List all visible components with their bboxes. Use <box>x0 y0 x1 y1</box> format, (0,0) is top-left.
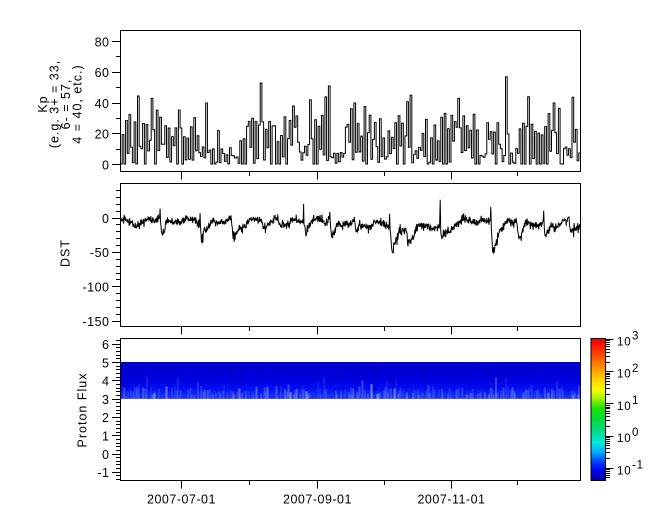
svg-text:4: 4 <box>102 375 109 389</box>
svg-text:2007-07-01: 2007-07-01 <box>147 492 216 506</box>
svg-text:10: 10 <box>617 401 631 413</box>
svg-text:0: 0 <box>102 212 109 226</box>
svg-text:(e.g. 3+ = 33,: (e.g. 3+ = 33, <box>48 60 62 148</box>
svg-text:3: 3 <box>102 393 109 407</box>
svg-text:2007-09-01: 2007-09-01 <box>283 492 352 506</box>
svg-text:1: 1 <box>632 395 639 407</box>
svg-text:4 = 40, etc.): 4 = 40, etc.) <box>71 64 85 143</box>
svg-text:10: 10 <box>617 337 631 349</box>
svg-text:6: 6 <box>102 338 109 352</box>
svg-text:2: 2 <box>632 363 639 375</box>
svg-text:2007-11-01: 2007-11-01 <box>417 492 485 506</box>
svg-text:-100: -100 <box>82 281 109 295</box>
svg-text:0: 0 <box>102 448 109 462</box>
svg-text:0: 0 <box>102 158 109 172</box>
svg-text:-50: -50 <box>90 246 110 260</box>
svg-text:-1: -1 <box>97 466 109 480</box>
svg-text:-1: -1 <box>632 459 644 471</box>
svg-text:DST: DST <box>59 239 73 267</box>
svg-text:80: 80 <box>95 35 110 49</box>
svg-text:0: 0 <box>632 427 639 439</box>
svg-text:1: 1 <box>102 430 109 444</box>
svg-text:2: 2 <box>102 411 109 425</box>
svg-text:Proton Flux: Proton Flux <box>76 373 90 448</box>
svg-text:10: 10 <box>617 433 631 445</box>
svg-text:Kp: Kp <box>36 95 50 112</box>
svg-text:60: 60 <box>95 66 110 80</box>
svg-text:3: 3 <box>632 331 639 343</box>
svg-text:20: 20 <box>95 128 110 142</box>
svg-text:5: 5 <box>102 356 109 370</box>
svg-text:10: 10 <box>617 465 631 477</box>
svg-text:6- = 57,: 6- = 57, <box>59 79 73 130</box>
svg-text:-150: -150 <box>82 315 109 329</box>
svg-text:40: 40 <box>95 97 110 111</box>
svg-text:10: 10 <box>617 369 631 381</box>
